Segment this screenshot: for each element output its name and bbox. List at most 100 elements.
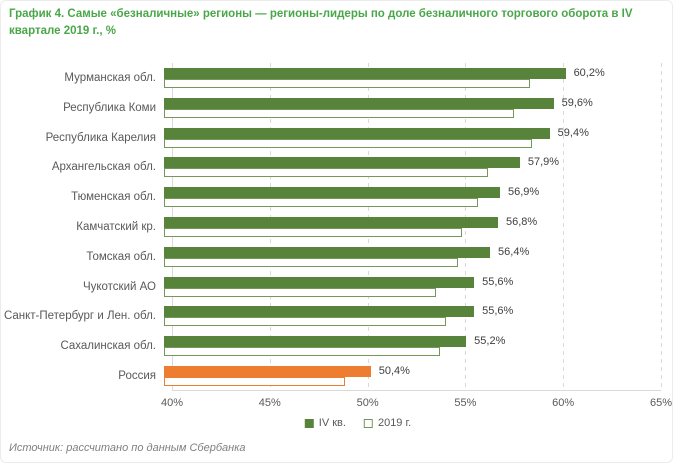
- q4-bar: [164, 157, 520, 169]
- bar-group: Сахалинская обл. 55,2%: [1, 331, 661, 361]
- y2019-bar: [164, 377, 345, 387]
- solid-bar-line: 55,6%: [164, 306, 661, 318]
- y2019-bar: [164, 257, 459, 267]
- y2019-bar: [164, 198, 479, 208]
- value-label: 59,6%: [561, 96, 593, 109]
- bar-pair: 57,9%: [164, 156, 661, 178]
- y2019-bar: [164, 227, 463, 237]
- value-label: 55,6%: [482, 275, 514, 288]
- bar-pair: 55,6%: [164, 306, 661, 327]
- category-label: Республика Карелия: [45, 131, 156, 144]
- outline-bar-line: [164, 78, 661, 88]
- legend-swatch-outline-icon: [363, 418, 373, 428]
- y2019-bar: [164, 347, 441, 357]
- outline-bar-line: [164, 317, 661, 327]
- solid-bar-line: 56,8%: [164, 215, 661, 228]
- solid-bar-line: 60,2%: [164, 66, 661, 79]
- y2019-bar: [164, 317, 447, 327]
- category-label: Камчатский кр.: [76, 220, 156, 233]
- bar-pair: 55,2%: [164, 335, 661, 357]
- value-label: 60,2%: [573, 66, 605, 79]
- bar-pair: 59,6%: [164, 96, 661, 118]
- category-label: Архангельская обл.: [51, 161, 156, 174]
- bar-group: Томская обл. 56,4%: [1, 242, 661, 272]
- bar-pair: 50,4%: [164, 365, 661, 387]
- solid-bar-line: 50,4%: [164, 365, 661, 378]
- y2019-bar: [164, 287, 437, 297]
- gridline: [563, 63, 565, 390]
- legend-item-2019: 2019 г.: [363, 417, 412, 429]
- x-tick-label: 65%: [649, 397, 673, 409]
- value-label: 59,4%: [557, 126, 589, 139]
- outline-bar-line: [164, 198, 661, 208]
- bar-pair: 56,9%: [164, 186, 661, 208]
- outline-bar-line: [164, 168, 661, 178]
- value-label: 55,2%: [474, 335, 506, 348]
- q4-bar: [164, 246, 491, 258]
- q4-bar: [164, 366, 371, 378]
- legend: IV кв. 2019 г.: [304, 417, 412, 429]
- q4-bar: [164, 216, 498, 228]
- value-label: 56,9%: [507, 186, 540, 199]
- outline-bar-line: [164, 227, 661, 237]
- x-tick-label: 50%: [356, 397, 379, 409]
- legend-label-2019: 2019 г.: [377, 417, 412, 429]
- solid-bar-line: 57,9%: [164, 156, 661, 169]
- bar-group: Республика Коми 59,6%: [1, 93, 661, 123]
- bar-group: Тюменская обл. 56,9%: [1, 182, 661, 212]
- y2019-bar: [164, 138, 532, 148]
- y2019-bar: [164, 108, 514, 118]
- value-label: 57,9%: [527, 156, 560, 169]
- bar-pair: 59,4%: [164, 126, 661, 148]
- x-tick-label: 45%: [258, 397, 281, 409]
- source-note: Источник: рассчитано по данным Сбербанка: [9, 442, 246, 454]
- x-tick-label: 40%: [160, 397, 184, 409]
- category-label: Республика Коми: [63, 101, 156, 114]
- bar-group: Россия 50,4%: [1, 361, 661, 391]
- bar-rows: Мурманская обл. 60,2% Республика Коми 59,6%…: [1, 63, 661, 391]
- outline-bar-line: [164, 108, 661, 118]
- y2019-bar: [164, 78, 530, 88]
- value-label: 56,8%: [505, 215, 538, 228]
- bar-group: Чукотский АО 55,6%: [1, 272, 661, 302]
- bar-pair: 56,8%: [164, 215, 661, 237]
- category-label: Чукотский АО: [82, 280, 156, 293]
- category-label: Томская обл.: [86, 250, 156, 263]
- bar-pair: 60,2%: [164, 66, 661, 88]
- q4-bar: [164, 306, 475, 318]
- q4-bar: [164, 67, 566, 79]
- solid-bar-line: 56,4%: [164, 245, 661, 258]
- x-tick-label: 55%: [454, 397, 477, 409]
- legend-item-q4: IV кв.: [304, 417, 346, 429]
- legend-label-q4: IV кв.: [318, 417, 346, 429]
- category-label: Сахалинская обл.: [60, 340, 156, 353]
- q4-bar: [164, 276, 475, 288]
- q4-bar: [164, 187, 500, 199]
- outline-bar-line: [164, 257, 661, 267]
- value-label: 56,4%: [498, 245, 530, 258]
- bar-pair: 56,4%: [164, 245, 661, 267]
- gridline: [661, 63, 662, 390]
- bar-group: Архангельская обл. 57,9%: [1, 152, 661, 182]
- outline-bar-line: [164, 138, 661, 148]
- q4-bar: [164, 336, 467, 348]
- outline-bar-line: [164, 347, 661, 357]
- x-axis: 40% 45% 50% 55% 60% 65%: [161, 397, 672, 411]
- solid-bar-line: 59,6%: [164, 96, 661, 109]
- solid-bar-line: 59,4%: [164, 126, 661, 139]
- bar-group: Мурманская обл. 60,2%: [1, 63, 661, 93]
- y2019-bar: [164, 168, 489, 178]
- outline-bar-line: [164, 287, 661, 297]
- category-label: Мурманская обл.: [64, 71, 156, 84]
- q4-bar: [164, 127, 550, 139]
- value-label: 50,4%: [378, 365, 410, 378]
- bar-group: Республика Карелия 59,4%: [1, 123, 661, 153]
- category-label: Россия: [118, 370, 156, 383]
- bar-group: Камчатский кр. 56,8%: [1, 212, 661, 242]
- category-label: Тюменская обл.: [71, 191, 156, 204]
- outline-bar-line: [164, 377, 661, 387]
- q4-bar: [164, 97, 554, 109]
- x-tick-label: 60%: [552, 397, 575, 409]
- solid-bar-line: 56,9%: [164, 186, 661, 199]
